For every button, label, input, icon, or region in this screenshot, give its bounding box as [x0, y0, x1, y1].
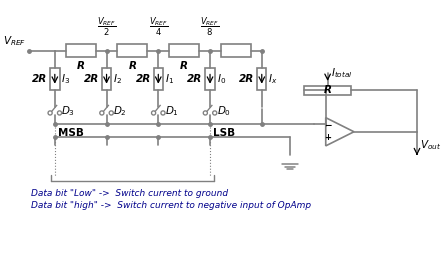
Text: $\dfrac{V_{REF}}{8}$: $\dfrac{V_{REF}}{8}$: [201, 16, 220, 38]
Text: $\dfrac{V_{REF}}{2}$: $\dfrac{V_{REF}}{2}$: [97, 16, 116, 38]
Text: 2R: 2R: [32, 74, 47, 84]
Text: $D_1$: $D_1$: [165, 104, 179, 118]
Text: $V_{out}$: $V_{out}$: [420, 138, 441, 152]
Text: $V_{REF}$: $V_{REF}$: [3, 34, 26, 48]
Text: 2R: 2R: [84, 74, 99, 84]
Bar: [102, 68, 111, 90]
Text: Data bit "high" ->  Switch current to negative input of OpAmp: Data bit "high" -> Switch current to neg…: [31, 201, 311, 210]
Text: $I_x$: $I_x$: [268, 72, 278, 86]
Text: $I_3$: $I_3$: [62, 72, 70, 86]
Text: 2R: 2R: [136, 74, 151, 84]
Text: $I_0$: $I_0$: [217, 72, 226, 86]
Text: $D_3$: $D_3$: [62, 104, 75, 118]
Polygon shape: [326, 118, 354, 146]
Text: $\dfrac{V_{REF}}{4}$: $\dfrac{V_{REF}}{4}$: [149, 16, 168, 38]
Bar: [154, 68, 163, 90]
Text: R: R: [77, 61, 85, 71]
Bar: [304, 86, 351, 95]
Bar: [169, 44, 199, 57]
Bar: [50, 68, 59, 90]
Text: −: −: [324, 121, 332, 130]
Text: Data bit "Low" ->  Switch current to ground: Data bit "Low" -> Switch current to grou…: [31, 189, 229, 198]
Text: 2R: 2R: [239, 74, 254, 84]
Text: +: +: [324, 133, 331, 143]
Bar: [221, 44, 251, 57]
Text: $I_2$: $I_2$: [113, 72, 122, 86]
Text: LSB: LSB: [213, 128, 235, 138]
Text: $I_1$: $I_1$: [165, 72, 174, 86]
Text: $D_2$: $D_2$: [113, 104, 127, 118]
Bar: [117, 44, 148, 57]
Bar: [66, 44, 96, 57]
Text: MSB: MSB: [58, 128, 84, 138]
Text: R: R: [180, 61, 188, 71]
Bar: [205, 68, 215, 90]
Text: $I_{total}$: $I_{total}$: [331, 67, 353, 80]
Text: 2R: 2R: [187, 74, 202, 84]
Bar: [257, 68, 267, 90]
Text: R: R: [324, 85, 332, 95]
Text: R: R: [128, 61, 136, 71]
Text: $D_0$: $D_0$: [217, 104, 231, 118]
